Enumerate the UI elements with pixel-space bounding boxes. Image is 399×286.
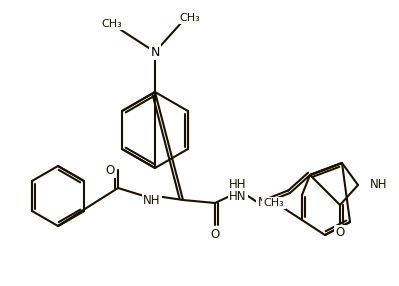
Text: HN: HN: [229, 190, 247, 202]
Text: O: O: [210, 229, 219, 241]
Text: O: O: [105, 164, 115, 176]
Text: O: O: [336, 227, 345, 239]
Text: N: N: [150, 45, 160, 59]
Text: N: N: [258, 196, 267, 208]
Text: NH: NH: [370, 178, 387, 192]
Text: CH₃: CH₃: [180, 13, 200, 23]
Text: CH₃: CH₃: [102, 19, 122, 29]
Text: NH: NH: [143, 194, 161, 206]
Text: HH
N: HH N: [229, 178, 247, 206]
Text: CH₃: CH₃: [264, 198, 284, 208]
